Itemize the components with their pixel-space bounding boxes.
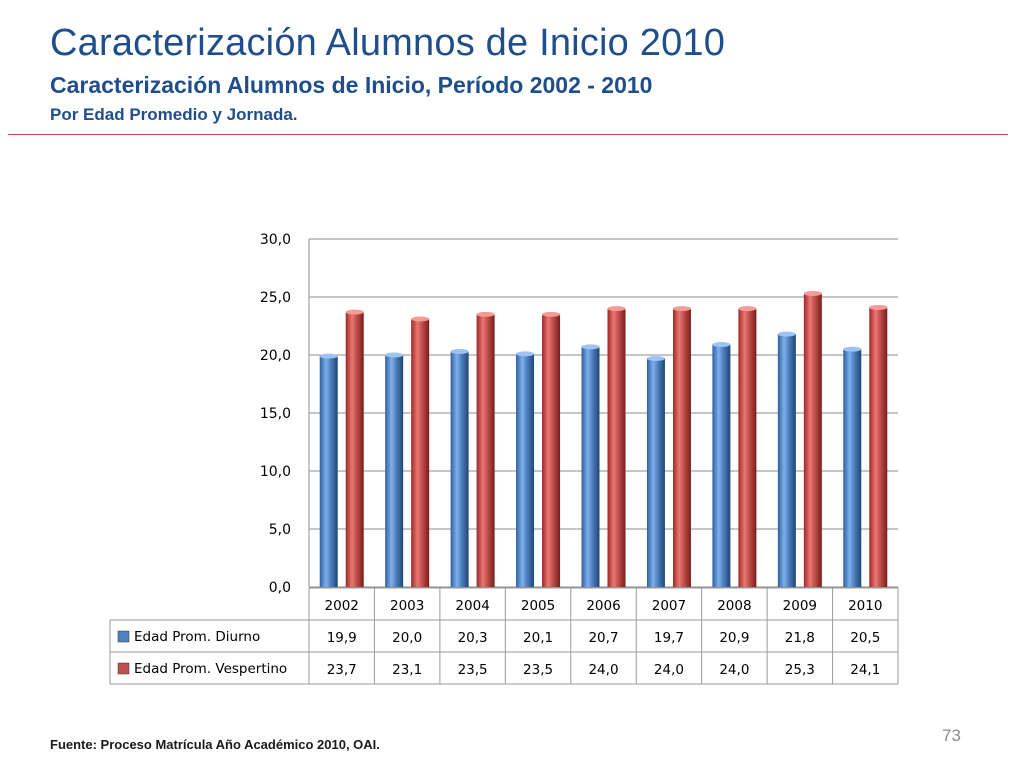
y-tick-label: 0,0 <box>269 580 291 596</box>
data-label-diurno-2004: 20,3 <box>458 630 488 646</box>
page-subtitle-detail: Por Edad Promedio y Jornada. <box>50 105 298 124</box>
y-tick-label: 15,0 <box>260 406 291 422</box>
bar-vespertino-2006 <box>607 308 626 587</box>
bar-diurno-2002 <box>319 356 338 587</box>
bar-cap-vespertino-2007 <box>672 306 691 312</box>
page-title: Caracterización Alumnos de Inicio 2010 <box>50 22 726 64</box>
bar-vespertino-2005 <box>542 314 561 587</box>
y-tick-label: 20,0 <box>260 348 291 364</box>
bar-vespertino-2008 <box>738 308 757 587</box>
bar-cap-diurno-2006 <box>581 344 600 350</box>
bar-cap-diurno-2004 <box>450 349 469 355</box>
bar-cap-diurno-2010 <box>843 346 862 352</box>
data-label-vespertino-2007: 24,0 <box>654 662 684 678</box>
data-label-vespertino-2004: 23,5 <box>458 662 488 678</box>
x-tick-label: 2004 <box>455 598 489 614</box>
bar-diurno-2010 <box>843 349 862 587</box>
bar-cap-vespertino-2006 <box>607 306 626 312</box>
bar-vespertino-2010 <box>869 307 888 587</box>
x-tick-label: 2003 <box>390 598 424 614</box>
data-label-vespertino-2002: 23,7 <box>327 662 357 678</box>
bar-cap-diurno-2003 <box>385 352 404 358</box>
bar-cap-diurno-2009 <box>777 331 796 337</box>
x-tick-label: 2002 <box>325 598 359 614</box>
header-divider <box>8 134 1008 135</box>
legend-key-vespertino <box>117 662 130 675</box>
y-tick-label: 5,0 <box>269 522 291 538</box>
page-number: 73 <box>942 726 961 745</box>
bar-cap-vespertino-2003 <box>411 316 430 322</box>
bar-diurno-2005 <box>516 353 535 587</box>
bar-diurno-2007 <box>646 358 665 587</box>
bar-cap-diurno-2007 <box>646 355 665 361</box>
x-tick-label: 2010 <box>848 598 882 614</box>
x-tick-label: 2007 <box>652 598 686 614</box>
data-label-diurno-2003: 20,0 <box>392 630 422 646</box>
bar-vespertino-2004 <box>476 314 495 587</box>
data-label-diurno-2008: 20,9 <box>719 630 749 646</box>
bar-cap-diurno-2002 <box>319 353 338 359</box>
bar-cap-vespertino-2002 <box>345 309 364 315</box>
y-tick-label: 30,0 <box>260 232 291 248</box>
bar-diurno-2008 <box>712 344 731 587</box>
data-label-diurno-2009: 21,8 <box>785 630 815 646</box>
data-label-diurno-2010: 20,5 <box>850 630 880 646</box>
bar-cap-diurno-2005 <box>516 351 535 357</box>
x-tick-label: 2008 <box>717 598 751 614</box>
bar-diurno-2003 <box>385 355 404 587</box>
legend-label-diurno: Edad Prom. Diurno <box>134 629 260 645</box>
bar-vespertino-2003 <box>411 319 430 587</box>
bar-cap-vespertino-2010 <box>869 304 888 310</box>
bar-cap-vespertino-2004 <box>476 311 495 317</box>
data-label-diurno-2007: 19,7 <box>654 630 684 646</box>
bar-diurno-2009 <box>777 334 796 587</box>
page-subtitle: Caracterización Alumnos de Inicio, Perío… <box>50 72 653 98</box>
bar-vespertino-2007 <box>672 308 691 587</box>
data-label-vespertino-2006: 24,0 <box>588 662 618 678</box>
data-label-vespertino-2008: 24,0 <box>719 662 749 678</box>
bar-cap-vespertino-2008 <box>738 306 757 312</box>
x-tick-label: 2009 <box>783 598 817 614</box>
x-tick-label: 2006 <box>586 598 620 614</box>
source-note: Fuente: Proceso Matrícula Año Académico … <box>50 737 380 752</box>
bar-cap-vespertino-2009 <box>803 291 822 297</box>
data-label-diurno-2002: 19,9 <box>327 630 357 646</box>
data-label-diurno-2006: 20,7 <box>588 630 618 646</box>
data-label-vespertino-2010: 24,1 <box>850 662 880 678</box>
data-label-vespertino-2005: 23,5 <box>523 662 553 678</box>
data-label-vespertino-2003: 23,1 <box>392 662 422 678</box>
legend-key-diurno <box>117 630 130 643</box>
bar-diurno-2004 <box>450 351 469 587</box>
bar-vespertino-2009 <box>803 293 822 587</box>
x-tick-label: 2005 <box>521 598 555 614</box>
y-tick-label: 25,0 <box>260 290 291 306</box>
legend-label-vespertino: Edad Prom. Vespertino <box>134 661 287 677</box>
bar-cap-diurno-2008 <box>712 342 731 348</box>
data-label-vespertino-2009: 25,3 <box>785 662 815 678</box>
data-label-diurno-2005: 20,1 <box>523 630 553 646</box>
bar-diurno-2006 <box>581 346 600 587</box>
bar-cap-vespertino-2005 <box>542 311 561 317</box>
y-tick-label: 10,0 <box>260 464 291 480</box>
bar-vespertino-2002 <box>345 312 364 587</box>
